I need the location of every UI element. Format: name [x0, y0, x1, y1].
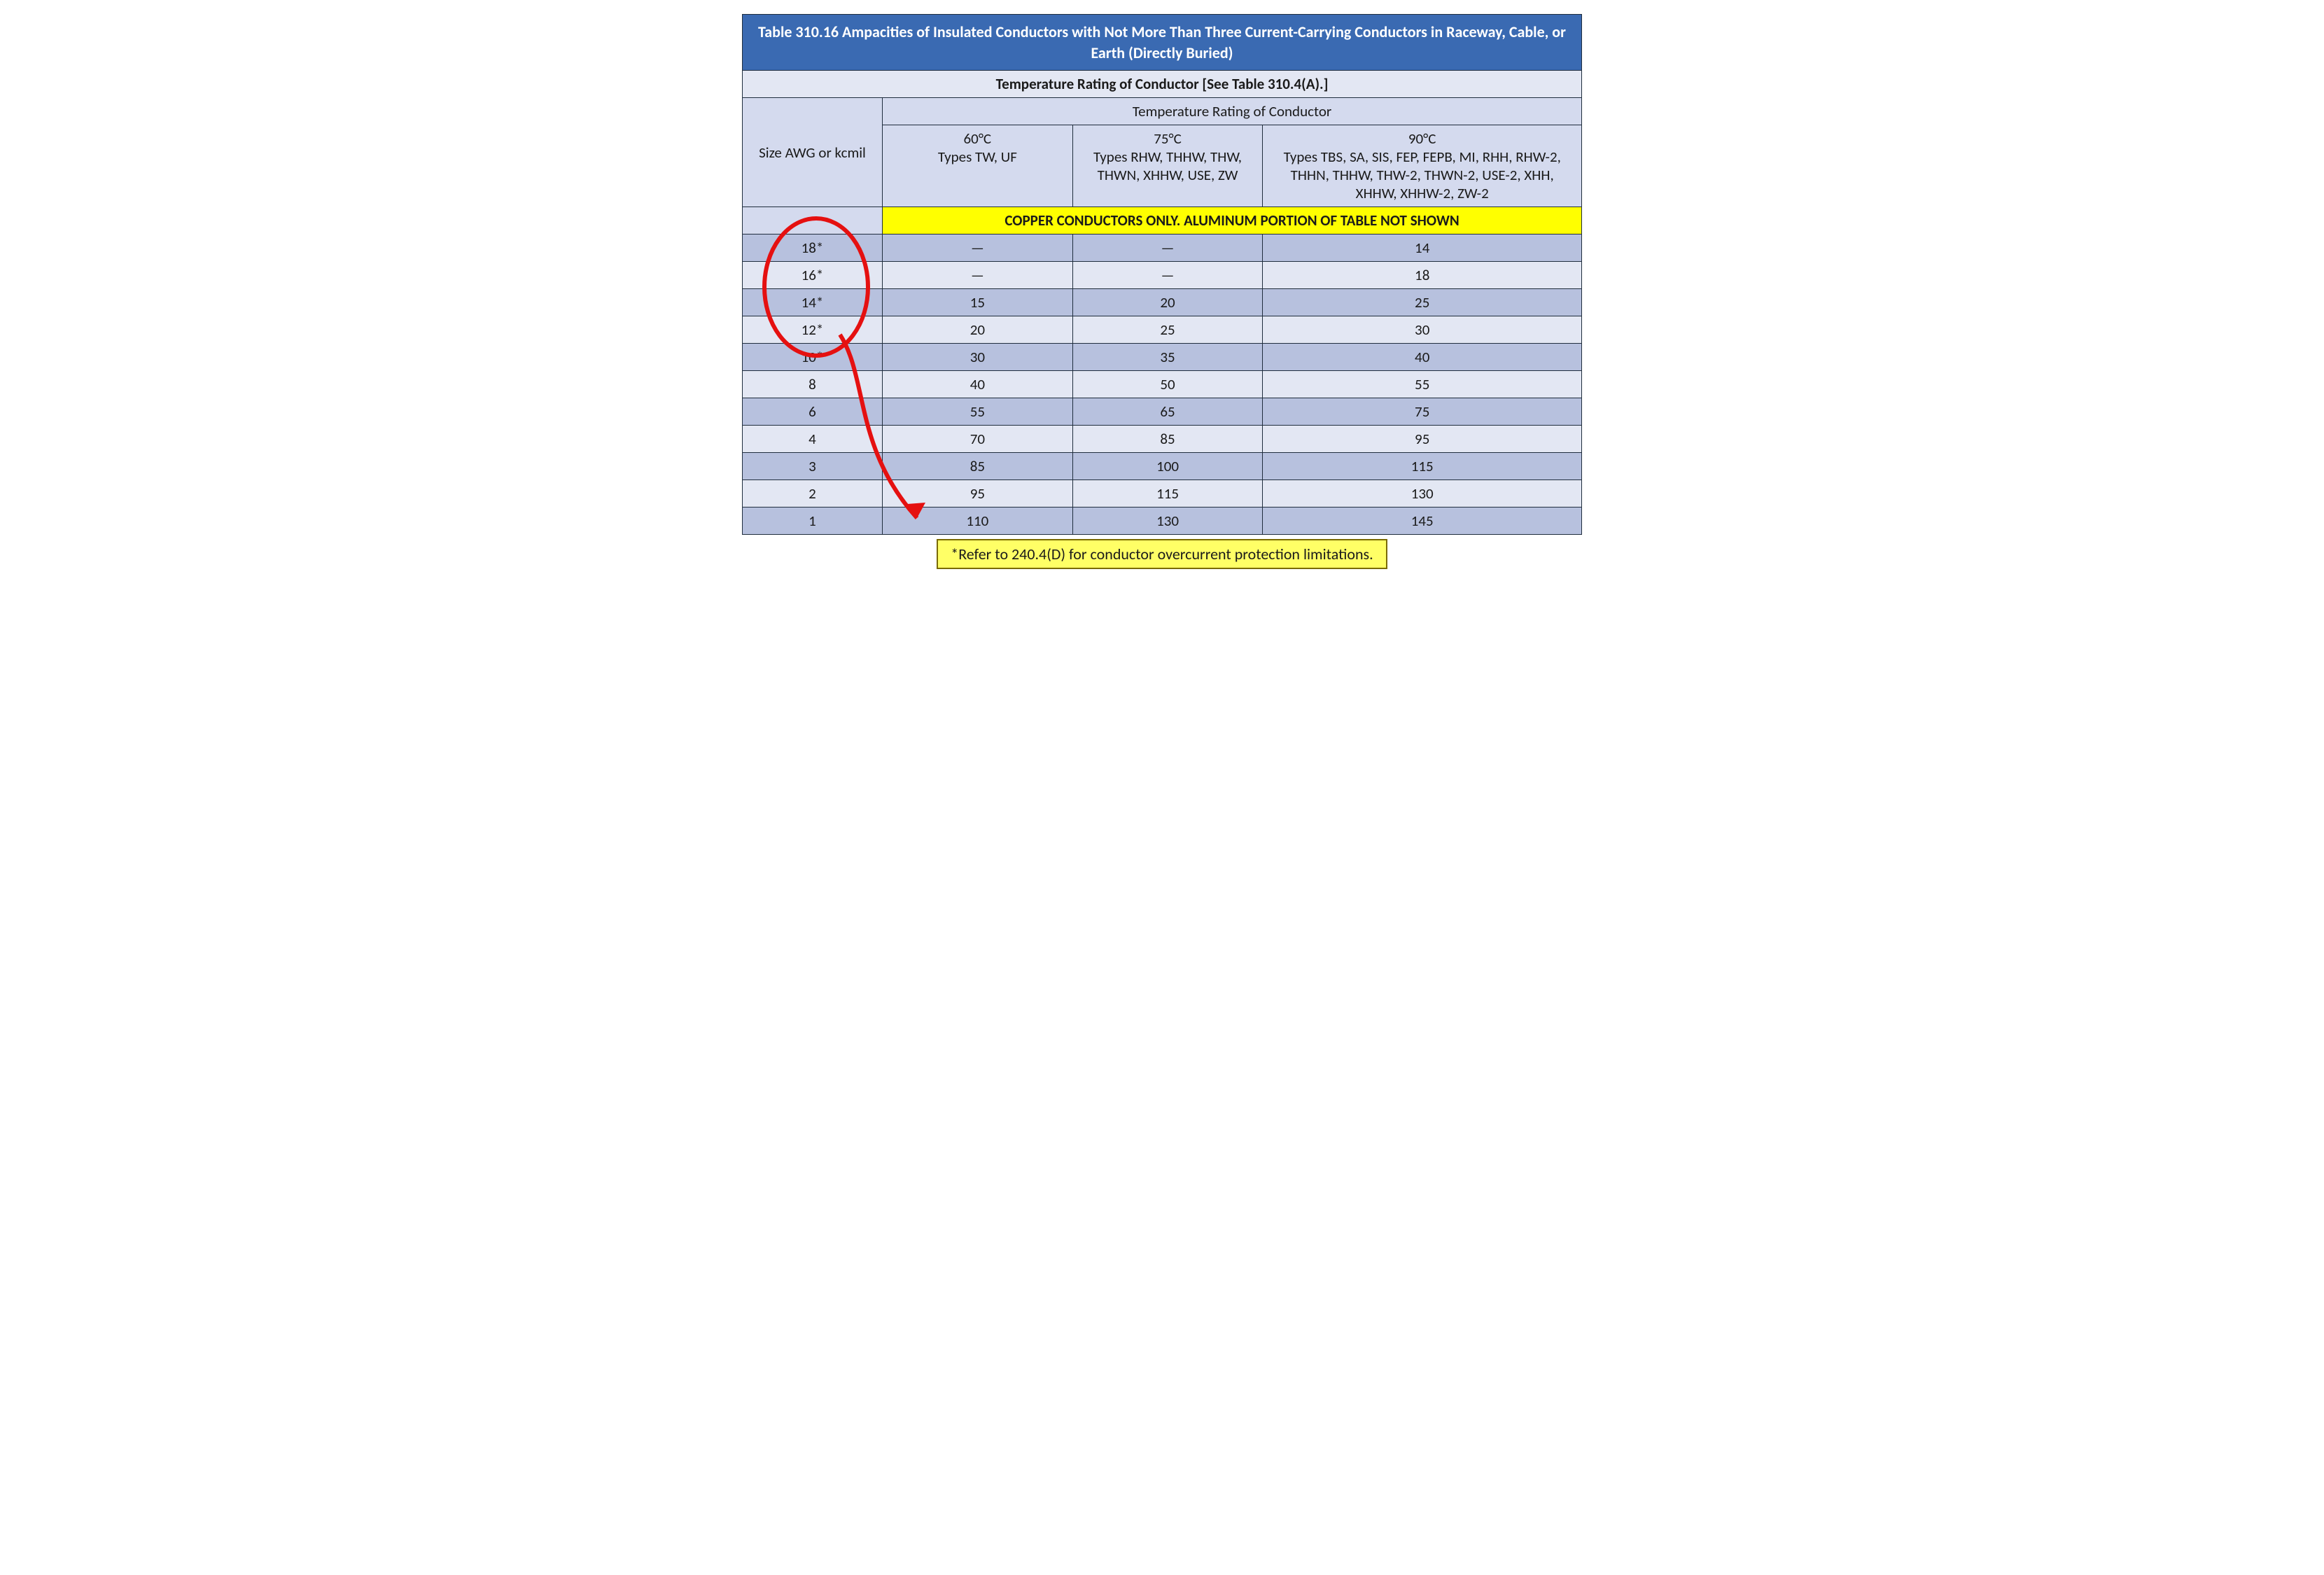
cell-c90: 55 [1263, 371, 1582, 398]
table-row: 10*303540 [743, 344, 1582, 371]
table-row: 1110130145 [743, 507, 1582, 535]
cell-c90: 75 [1263, 398, 1582, 426]
cell-c60: 95 [883, 480, 1073, 507]
cell-size: 2 [743, 480, 883, 507]
cell-c90: 18 [1263, 262, 1582, 289]
col-75c-temp: 75°C [1080, 130, 1256, 148]
col-90c-temp: 90°C [1270, 130, 1574, 148]
cell-c60: 20 [883, 316, 1073, 344]
notice-spacer [743, 207, 883, 234]
col-90c-header: 90°C Types TBS, SA, SIS, FEP, FEPB, MI, … [1263, 125, 1582, 207]
col-60c-header: 60°C Types TW, UF [883, 125, 1073, 207]
cell-c90: 14 [1263, 234, 1582, 262]
ampacity-table: Table 310.16 Ampacities of Insulated Con… [742, 14, 1582, 535]
size-column-header: Size AWG or kcmil [743, 98, 883, 207]
cell-c60: 70 [883, 426, 1073, 453]
table-row: 6556575 [743, 398, 1582, 426]
table-title: Table 310.16 Ampacities of Insulated Con… [743, 15, 1582, 71]
table-row: 18*——14 [743, 234, 1582, 262]
cell-c60: 30 [883, 344, 1073, 371]
cell-c75: 20 [1072, 289, 1263, 316]
cell-c75: 85 [1072, 426, 1263, 453]
cell-size: 3 [743, 453, 883, 480]
cell-size: 6 [743, 398, 883, 426]
cell-c60: 55 [883, 398, 1073, 426]
table-row: 14*152025 [743, 289, 1582, 316]
cell-c90: 30 [1263, 316, 1582, 344]
cell-c75: 130 [1072, 507, 1263, 535]
ampacity-table-container: Table 310.16 Ampacities of Insulated Con… [742, 14, 1582, 569]
cell-c60: 85 [883, 453, 1073, 480]
cell-c75: — [1072, 234, 1263, 262]
cell-size: 4 [743, 426, 883, 453]
table-row: 8405055 [743, 371, 1582, 398]
cell-size: 1 [743, 507, 883, 535]
table-title-row: Table 310.16 Ampacities of Insulated Con… [743, 15, 1582, 71]
cell-c90: 115 [1263, 453, 1582, 480]
cell-size: 16* [743, 262, 883, 289]
copper-notice: COPPER CONDUCTORS ONLY. ALUMINUM PORTION… [883, 207, 1582, 234]
table-row: 385100115 [743, 453, 1582, 480]
col-75c-header: 75°C Types RHW, THHW, THW, THWN, XHHW, U… [1072, 125, 1263, 207]
subheader-2: Temperature Rating of Conductor [883, 98, 1582, 125]
table-row: 12*202530 [743, 316, 1582, 344]
cell-c60: 40 [883, 371, 1073, 398]
table-row: 295115130 [743, 480, 1582, 507]
cell-c75: 100 [1072, 453, 1263, 480]
col-75c-types: Types RHW, THHW, THW, THWN, XHHW, USE, Z… [1080, 148, 1256, 184]
footnote: *Refer to 240.4(D) for conductor overcur… [937, 539, 1387, 569]
col-90c-types: Types TBS, SA, SIS, FEP, FEPB, MI, RHH, … [1270, 148, 1574, 202]
cell-c75: 65 [1072, 398, 1263, 426]
cell-size: 18* [743, 234, 883, 262]
cell-c90: 145 [1263, 507, 1582, 535]
cell-size: 12* [743, 316, 883, 344]
cell-c75: 115 [1072, 480, 1263, 507]
cell-size: 10* [743, 344, 883, 371]
cell-c90: 40 [1263, 344, 1582, 371]
cell-c75: 35 [1072, 344, 1263, 371]
cell-size: 8 [743, 371, 883, 398]
cell-c60: — [883, 234, 1073, 262]
cell-c75: — [1072, 262, 1263, 289]
table-row: 4708595 [743, 426, 1582, 453]
cell-c60: 15 [883, 289, 1073, 316]
footnote-wrap: *Refer to 240.4(D) for conductor overcur… [742, 539, 1582, 569]
cell-c90: 95 [1263, 426, 1582, 453]
cell-size: 14* [743, 289, 883, 316]
cell-c75: 25 [1072, 316, 1263, 344]
cell-c75: 50 [1072, 371, 1263, 398]
col-60c-types: Types TW, UF [890, 148, 1065, 166]
cell-c90: 25 [1263, 289, 1582, 316]
subheader-row-1: Temperature Rating of Conductor [See Tab… [743, 71, 1582, 98]
cell-c60: — [883, 262, 1073, 289]
subheader-1: Temperature Rating of Conductor [See Tab… [743, 71, 1582, 98]
copper-notice-row: COPPER CONDUCTORS ONLY. ALUMINUM PORTION… [743, 207, 1582, 234]
col-60c-temp: 60°C [890, 130, 1065, 148]
subheader-row-2: Size AWG or kcmil Temperature Rating of … [743, 98, 1582, 125]
table-row: 16*——18 [743, 262, 1582, 289]
cell-c60: 110 [883, 507, 1073, 535]
data-rows: 18*——1416*——1814*15202512*20253010*30354… [743, 234, 1582, 535]
cell-c90: 130 [1263, 480, 1582, 507]
